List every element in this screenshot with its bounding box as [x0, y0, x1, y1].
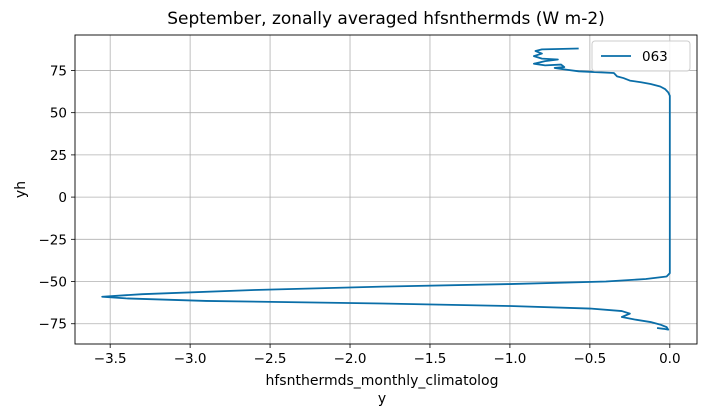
y-axis-ticks: 75 50 25 0 −25 −50 −75: [39, 63, 75, 333]
series-line-063: [101, 47, 671, 331]
x-tick-label: −2.5: [254, 351, 287, 367]
legend-label: 063: [642, 49, 668, 65]
y-tick-label: 75: [50, 63, 67, 79]
x-tick-label: −1.0: [494, 351, 527, 367]
series-layer: [101, 47, 671, 331]
x-tick-label: −0.5: [573, 351, 606, 367]
legend-box: [591, 40, 691, 72]
x-tick-label: 0.0: [659, 351, 680, 367]
y-axis-label: yh: [13, 181, 29, 198]
x-tick-label: −3.0: [174, 351, 207, 367]
chart-title: September, zonally averaged hfsnthermds …: [167, 9, 605, 29]
y-tick-label: 0: [58, 190, 67, 206]
x-tick-label: −1.5: [414, 351, 447, 367]
y-tick-label: −25: [39, 232, 68, 248]
y-tick-label: −75: [39, 317, 68, 333]
y-tick-label: 25: [50, 148, 67, 164]
grid: [75, 35, 697, 344]
x-axis-label-continued: y: [378, 391, 386, 407]
x-axis-ticks: −3.5 −3.0 −2.5 −2.0 −1.5 −1.0 −0.5 0.0: [94, 344, 681, 367]
plot-area: [74, 34, 698, 345]
x-tick-label: −3.5: [94, 351, 127, 367]
x-tick-label: −2.0: [334, 351, 367, 367]
legend: 063: [591, 40, 691, 72]
x-axis-label: hfsnthermds_monthly_climatolog: [266, 373, 499, 389]
y-tick-label: 50: [50, 106, 67, 122]
y-tick-label: −50: [39, 275, 68, 291]
